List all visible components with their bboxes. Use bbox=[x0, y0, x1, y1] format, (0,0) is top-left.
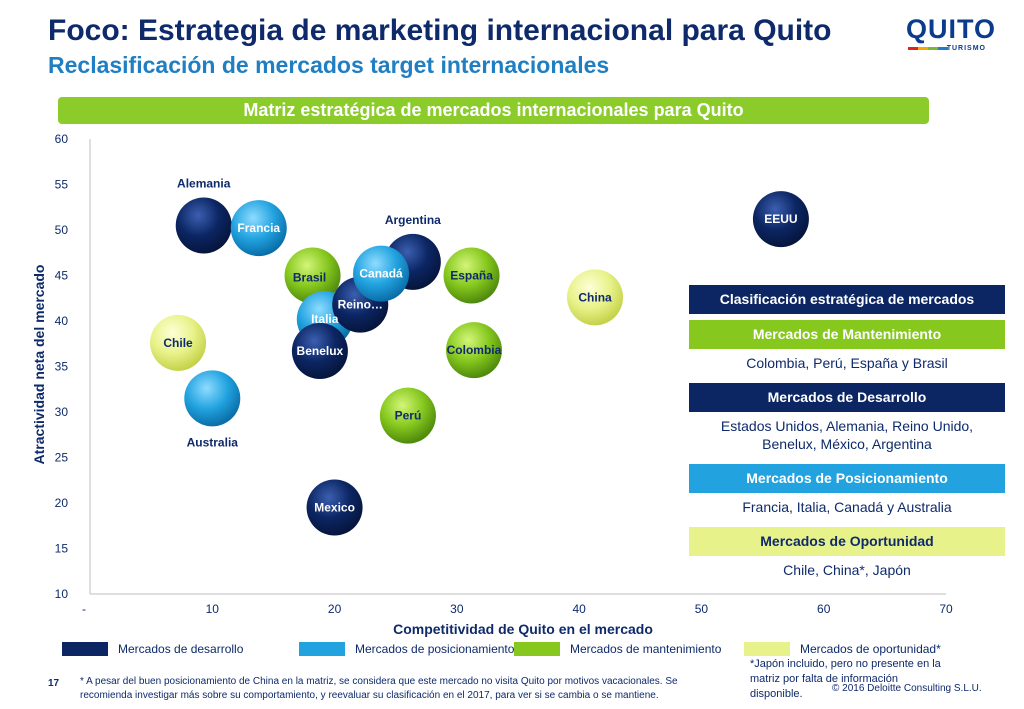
point-label: Italia bbox=[311, 312, 339, 326]
point-label: España bbox=[450, 269, 493, 283]
bubble-alemania bbox=[175, 197, 232, 254]
point-label: EEUU bbox=[764, 212, 797, 226]
legend-label: Mercados de desarrollo bbox=[118, 642, 244, 656]
x-tick-label: 70 bbox=[939, 602, 953, 616]
classification-header: Clasificación estratégica de mercados bbox=[689, 285, 1005, 314]
legend-label: Mercados de oportunidad* bbox=[800, 642, 941, 656]
chart-banner-title: Matriz estratégica de mercados internaci… bbox=[58, 97, 929, 124]
quito-logo: QUITO TURISMO bbox=[906, 14, 997, 56]
x-tick-label: 40 bbox=[572, 602, 586, 616]
classification-panel: Clasificación estratégica de mercados Mer… bbox=[689, 285, 1005, 584]
page-title: Foco: Estrategia de marketing internacio… bbox=[48, 14, 832, 47]
x-axis-label: Competitividad de Quito en el mercado bbox=[393, 621, 653, 637]
footnote-japan: *Japón incluido, pero no presente en la … bbox=[750, 658, 941, 700]
classification-group-body: Estados Unidos, Alemania, Reino Unido, B… bbox=[689, 412, 1005, 458]
classification-group-title: Mercados de Posicionamiento bbox=[689, 464, 1005, 493]
point-label: Canadá bbox=[359, 267, 403, 281]
point-label: Argentina bbox=[385, 213, 441, 227]
x-tick-label: - bbox=[82, 602, 86, 616]
bubble-china bbox=[567, 269, 624, 326]
classification-group-title: Mercados de Oportunidad bbox=[689, 527, 1005, 556]
bubble-espaa bbox=[443, 247, 500, 304]
classification-group-title: Mercados de Desarrollo bbox=[689, 383, 1005, 412]
classification-group-title: Mercados de Mantenimiento bbox=[689, 320, 1005, 349]
bubble-chile bbox=[150, 314, 207, 371]
point-label: Australia bbox=[187, 435, 239, 449]
classification-group-body: Chile, China*, Japón bbox=[689, 556, 1005, 584]
x-tick-label: 50 bbox=[695, 602, 709, 616]
footnote-china: * A pesar del buen posicionamiento de Ch… bbox=[80, 676, 678, 701]
y-tick-label: 10 bbox=[55, 587, 69, 601]
legend-swatch bbox=[299, 642, 345, 656]
bubble-mexico bbox=[306, 479, 363, 536]
legend-label: Mercados de mantenimiento bbox=[570, 642, 722, 656]
bubble-colombia bbox=[445, 322, 502, 379]
y-tick-label: 50 bbox=[55, 223, 69, 237]
point-label: Mexico bbox=[314, 501, 355, 515]
legend-swatch bbox=[514, 642, 560, 656]
y-tick-label: 45 bbox=[55, 269, 69, 283]
point-label: Benelux bbox=[297, 344, 344, 358]
y-tick-label: 25 bbox=[55, 451, 69, 465]
page-subtitle: Reclasificación de mercados target inter… bbox=[48, 52, 610, 78]
bubble-brasil bbox=[284, 247, 341, 304]
legend-swatch bbox=[744, 642, 790, 656]
x-tick-label: 60 bbox=[817, 602, 831, 616]
classification-group-body: Colombia, Perú, España y Brasil bbox=[689, 349, 1005, 377]
y-tick-label: 40 bbox=[55, 314, 69, 328]
bubble-per bbox=[379, 387, 436, 444]
point-label: Alemania bbox=[177, 176, 231, 190]
y-tick-label: 60 bbox=[55, 132, 69, 146]
point-label: China bbox=[578, 290, 612, 304]
logo-color-bar bbox=[908, 47, 948, 50]
y-tick-label: 20 bbox=[55, 496, 69, 510]
chart-labels: Alemania Francia Argentina EEUU Brasil España… bbox=[163, 176, 797, 514]
page-number: 17 bbox=[48, 678, 60, 689]
legend-label: Mercados de posicionamiento bbox=[355, 642, 515, 656]
logo-text: QUITO bbox=[906, 14, 997, 44]
point-label: Reino… bbox=[338, 298, 383, 312]
classification-group-body: Francia, Italia, Canadá y Australia bbox=[689, 493, 1005, 521]
x-tick-label: 20 bbox=[328, 602, 342, 616]
point-label: Francia bbox=[237, 221, 280, 235]
copyright: © 2016 Deloitte Consulting S.L.U. bbox=[832, 683, 982, 694]
bubble-benelux bbox=[291, 323, 348, 380]
point-label: Colombia bbox=[447, 343, 502, 357]
point-label: Chile bbox=[163, 336, 193, 350]
chart-legend: Mercados de desarrollo Mercados de posici… bbox=[62, 641, 962, 657]
point-label: Brasil bbox=[293, 271, 326, 285]
x-tick-label: 30 bbox=[450, 602, 464, 616]
chart-bubbles bbox=[150, 191, 809, 536]
y-tick-label: 55 bbox=[55, 178, 69, 192]
y-axis-label: Atractividad neta del mercado bbox=[31, 265, 47, 465]
bubble-canad bbox=[353, 245, 410, 302]
y-tick-label: 30 bbox=[55, 405, 69, 419]
bubble-australia bbox=[184, 370, 241, 427]
bubble-eeuu bbox=[752, 191, 809, 248]
x-tick-label: 10 bbox=[206, 602, 220, 616]
point-label: Perú bbox=[395, 409, 422, 423]
y-tick-label: 15 bbox=[55, 542, 69, 556]
bubble-francia bbox=[230, 200, 287, 257]
logo-subtext: TURISMO bbox=[946, 45, 986, 52]
legend-swatch bbox=[62, 642, 108, 656]
y-tick-label: 35 bbox=[55, 360, 69, 374]
